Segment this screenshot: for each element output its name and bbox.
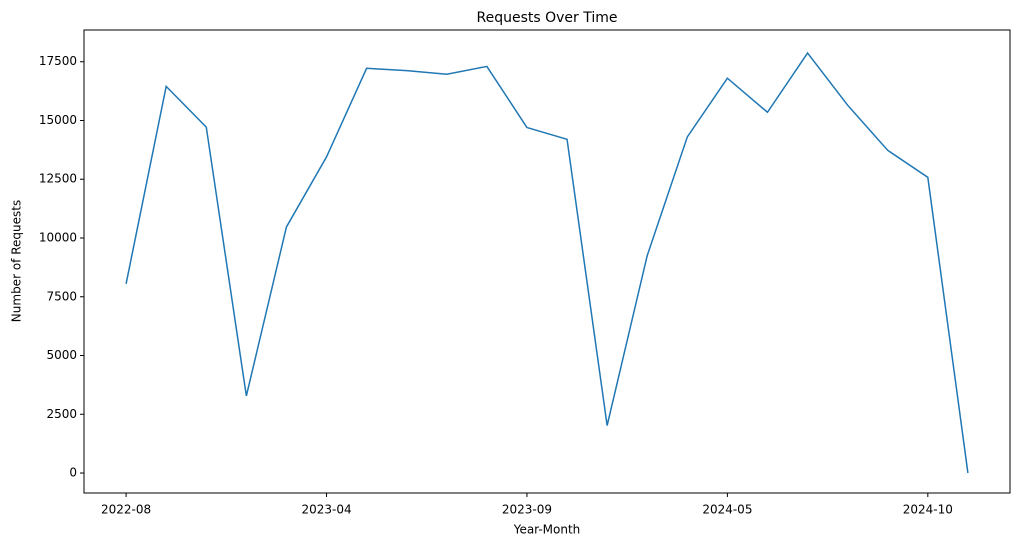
y-tick-label: 2500 bbox=[46, 407, 77, 421]
x-tick-label: 2023-04 bbox=[301, 503, 351, 517]
y-tick-label: 17500 bbox=[39, 54, 77, 68]
line-series bbox=[125, 51, 969, 474]
plot-frame bbox=[83, 29, 1011, 494]
y-tick-label: 5000 bbox=[46, 348, 77, 362]
y-tick-label: 15000 bbox=[39, 113, 77, 127]
y-tick-label: 0 bbox=[69, 466, 77, 480]
x-tick-label: 2024-10 bbox=[903, 503, 953, 517]
y-axis-label: Number of Requests bbox=[10, 200, 24, 322]
chart-title: Requests Over Time bbox=[477, 10, 618, 26]
x-tick-label: 2022-08 bbox=[101, 503, 151, 517]
x-tick-label: 2023-09 bbox=[502, 503, 552, 517]
x-tick-label: 2024-05 bbox=[702, 503, 752, 517]
y-tick-label: 10000 bbox=[39, 230, 77, 244]
y-tick-label: 12500 bbox=[39, 172, 77, 186]
x-axis-label: Year-Month bbox=[513, 523, 581, 537]
y-tick-label: 7500 bbox=[46, 289, 77, 303]
